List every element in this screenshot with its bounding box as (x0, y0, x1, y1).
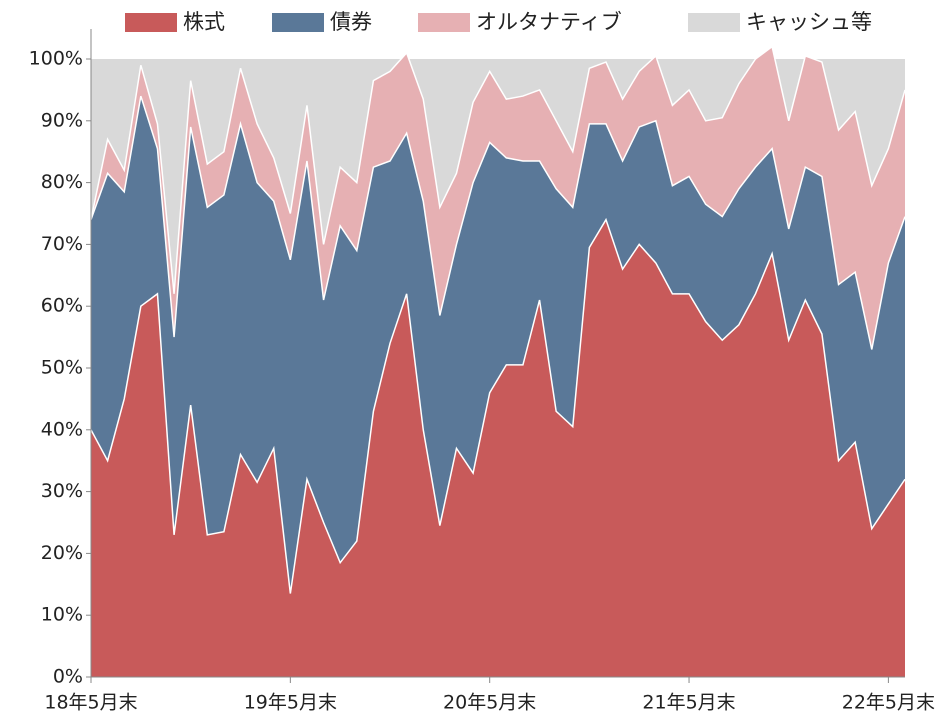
legend-swatch (688, 13, 740, 32)
legend-label: オルタナティブ (476, 10, 622, 34)
legend-label: 債券 (330, 10, 372, 34)
y-tick-label: 70% (41, 233, 83, 255)
area (91, 46, 905, 294)
x-tick-label: 20年5月末 (443, 692, 536, 714)
y-tick-label: 100% (29, 48, 83, 70)
y-tick-label: 80% (41, 171, 83, 193)
area-edge (90, 95, 906, 350)
area (91, 96, 905, 594)
y-tick-label: 60% (41, 295, 83, 317)
x-tick-label: 19年5月末 (244, 692, 337, 714)
y-tick-label: 50% (41, 357, 83, 379)
y-tick-label: 0% (53, 666, 83, 688)
y-tick-label: 90% (41, 109, 83, 131)
x-tick-label: 22年5月末 (842, 692, 935, 714)
legend-label: キャッシュ等 (746, 10, 872, 34)
y-tick-label: 10% (41, 604, 83, 626)
y-tick-label: 30% (41, 480, 83, 502)
x-tick-label: 21年5月末 (642, 692, 735, 714)
legend-swatch (418, 13, 470, 32)
legend-swatch (272, 13, 324, 32)
legend-swatch (125, 13, 177, 32)
area-edge (90, 217, 906, 594)
area (91, 46, 905, 350)
legend-label: 株式 (183, 10, 225, 34)
area (91, 219, 905, 677)
y-tick-label: 40% (41, 418, 83, 440)
area-edge (90, 45, 906, 294)
x-tick-label: 18年5月末 (44, 692, 137, 714)
y-tick-label: 20% (41, 542, 83, 564)
